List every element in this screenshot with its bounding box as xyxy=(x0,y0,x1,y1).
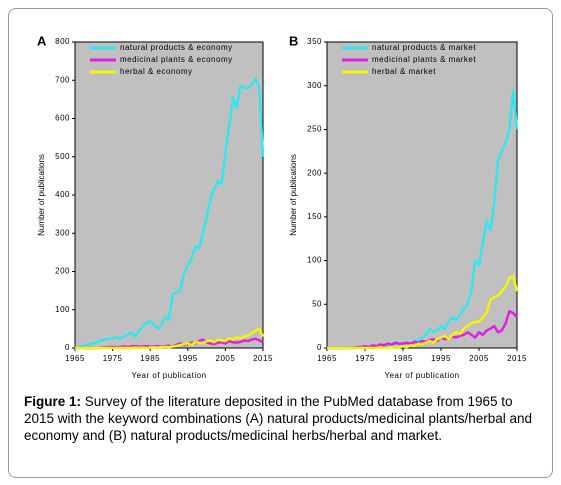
caption-text: Survey of the literature deposited in th… xyxy=(24,394,533,443)
x-tick-label: 1965 xyxy=(317,354,337,363)
y-tick-label: 300 xyxy=(307,81,322,90)
x-tick-label: 2005 xyxy=(216,354,236,363)
figure-frame xyxy=(8,8,553,478)
y-tick-label: 250 xyxy=(307,125,322,134)
x-tick-label: 1975 xyxy=(103,354,123,363)
plot-area xyxy=(326,41,518,349)
x-tick-label: 2005 xyxy=(469,354,489,363)
y-tick-label: 50 xyxy=(312,299,322,308)
series-line xyxy=(74,77,265,350)
plot-area xyxy=(74,41,264,349)
x-tick-label: 2015 xyxy=(507,354,527,363)
y-tick-label: 150 xyxy=(307,212,322,221)
y-tick-label: 100 xyxy=(55,305,70,314)
x-tick-label: 1985 xyxy=(140,354,160,363)
caption-label: Figure 1: xyxy=(24,394,82,409)
y-tick-label: 600 xyxy=(55,114,70,123)
y-axis-title: Number of publications xyxy=(289,154,298,236)
legend-label: herbal & economy xyxy=(120,67,192,76)
y-tick-label: 200 xyxy=(307,168,322,177)
series-line xyxy=(75,327,265,350)
legend-label: herbal & market xyxy=(372,67,436,76)
panel-label: A xyxy=(37,33,47,48)
x-tick-label: 1975 xyxy=(355,354,375,363)
x-tick-label: 1995 xyxy=(178,354,198,363)
y-tick-label: 300 xyxy=(55,228,70,237)
panel-label: B xyxy=(289,33,298,48)
caption: Figure 1: Survey of the literature depos… xyxy=(24,393,539,444)
x-tick-label: 1995 xyxy=(431,354,451,363)
y-axis-title: Number of publications xyxy=(37,154,46,236)
y-tick-label: 800 xyxy=(55,37,70,46)
y-tick-label: 500 xyxy=(55,152,70,161)
legend-label: medicinal plants & market xyxy=(372,55,476,64)
legend-label: natural products & market xyxy=(372,43,476,52)
legend-label: medicinal plants & economy xyxy=(120,55,233,64)
y-tick-label: 200 xyxy=(55,267,70,276)
x-axis-title: Year of publication xyxy=(384,371,459,380)
x-tick-label: 1965 xyxy=(65,354,85,363)
x-axis-title: Year of publication xyxy=(131,371,206,380)
y-tick-label: 700 xyxy=(55,75,70,84)
legend-label: natural products & economy xyxy=(120,43,233,52)
y-tick-label: 400 xyxy=(55,190,70,199)
x-tick-label: 1985 xyxy=(393,354,413,363)
y-tick-label: 0 xyxy=(65,343,70,352)
y-tick-label: 100 xyxy=(307,256,322,265)
y-tick-label: 0 xyxy=(317,343,322,352)
x-tick-label: 2015 xyxy=(253,354,273,363)
y-tick-label: 350 xyxy=(307,37,322,46)
series-line xyxy=(327,275,519,350)
